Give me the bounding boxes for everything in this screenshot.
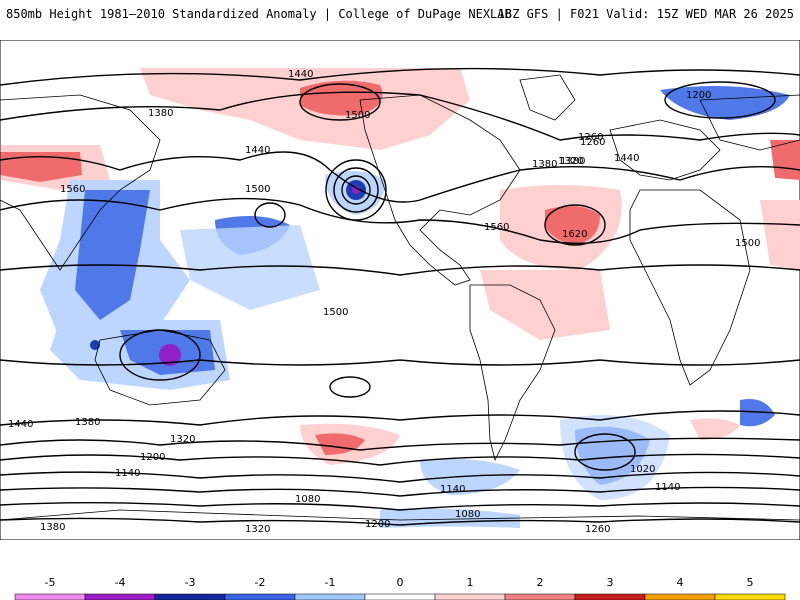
colorbar-swatch	[364, 593, 436, 600]
coastlines	[0, 74, 800, 521]
neg-low-west	[90, 340, 100, 350]
colorbar-swatch	[504, 593, 576, 600]
coast-south-america	[469, 284, 556, 462]
colorbar-swatch	[714, 593, 786, 600]
contour-label: 1320	[245, 524, 270, 535]
contour-label: 1080	[455, 509, 480, 520]
contour-label: 1560	[60, 184, 85, 195]
coast-africa	[629, 189, 751, 386]
contour-label: 1380	[75, 417, 100, 428]
pos-africa	[760, 200, 800, 270]
contour-label: 1500	[323, 307, 348, 318]
colorbar-swatch	[574, 593, 646, 600]
contour-label: 1560	[484, 222, 509, 233]
contour-label: 1380	[148, 108, 173, 119]
colorbar-swatches	[14, 593, 786, 600]
contour-label: 1020	[630, 464, 655, 475]
contour-label: 1440	[288, 69, 313, 80]
colorbar-swatch	[14, 593, 86, 600]
pos-arctic	[140, 68, 470, 150]
colorbar-swatch	[294, 593, 366, 600]
colorbar: -5 -4 -3 -2 -1 0 1 2 3 4 5	[14, 576, 786, 600]
colorbar-tick-label: 1	[467, 576, 474, 589]
neg-central-light	[180, 225, 320, 310]
neg-antarctic-band	[380, 508, 520, 528]
neg-australia-core	[159, 344, 181, 366]
colorbar-tick-label: 4	[677, 576, 684, 589]
contour-label: 1260	[580, 137, 605, 148]
contour-label: 1440	[614, 153, 639, 164]
pos-atlantic-core	[545, 206, 600, 245]
coast-antarctica	[0, 509, 800, 521]
positive-anomaly-areas	[0, 68, 800, 465]
pos-south-america	[480, 270, 610, 340]
coast-asia	[0, 94, 800, 271]
contour-label: 1140	[440, 484, 465, 495]
contour-label: 1380	[532, 159, 557, 170]
contour-label: 1200	[140, 452, 165, 463]
pos-far-east	[770, 140, 800, 180]
colorbar-swatch	[84, 593, 156, 600]
neg-gulf-of-alaska-center	[352, 186, 360, 194]
contour-label: 1260	[585, 524, 610, 535]
contour-label: 1140	[655, 482, 680, 493]
neg-southern-ring	[420, 458, 520, 495]
run-info: 18Z GFS | F021 Valid: 15Z WED MAR 26 202…	[497, 7, 794, 21]
contour-label: 1440	[245, 145, 270, 156]
neg-west-pacific-mid	[75, 190, 150, 320]
height-contours	[0, 67, 800, 526]
contour-label: 1620	[562, 229, 587, 240]
colorbar-swatch	[434, 593, 506, 600]
contour-label: 1380	[560, 156, 585, 167]
colorbar-swatch	[224, 593, 296, 600]
coast-australia	[94, 329, 226, 406]
contour-label: 1200	[686, 90, 711, 101]
colorbar-tick-label: 2	[537, 576, 544, 589]
pos-east-asia-core	[0, 152, 82, 182]
colorbar-tick-label: -1	[325, 576, 336, 589]
colorbar-tick-label: -5	[45, 576, 56, 589]
contour-label: 1140	[115, 468, 140, 479]
neg-north-atlantic	[660, 86, 790, 120]
coast-europe	[609, 119, 721, 181]
colorbar-ticks: -5 -4 -3 -2 -1 0 1 2 3 4 5	[45, 576, 754, 589]
colorbar-tick-label: 5	[747, 576, 754, 589]
pos-south-indian	[690, 418, 740, 440]
pos-arctic-core	[300, 80, 383, 116]
colorbar-tick-label: -4	[115, 576, 126, 589]
contour-labels: 1440 1380 1500 1560 1440 1500 1380 1260 …	[8, 69, 760, 535]
contour-label: 1320	[170, 434, 195, 445]
colorbar-swatch	[154, 593, 226, 600]
contour-label: 1260	[578, 132, 603, 143]
contour-label: 1320	[558, 156, 583, 167]
anomaly-map: 1440 1380 1500 1560 1440 1500 1380 1260 …	[0, 40, 800, 540]
header: 850mb Height 1981–2010 Standardized Anom…	[0, 0, 800, 30]
colorbar-tick-label: 0	[397, 576, 404, 589]
contour-label: 1500	[345, 110, 370, 121]
contour-label: 1200	[365, 519, 390, 530]
coast-greenland	[519, 74, 576, 121]
contour-label: 1500	[735, 238, 760, 249]
colorbar-swatch	[644, 593, 716, 600]
neg-south-indian-east	[740, 399, 775, 427]
map-title: 850mb Height 1981–2010 Standardized Anom…	[6, 7, 512, 21]
contour-label: 1380	[40, 522, 65, 533]
contour-label: 1440	[8, 419, 33, 430]
contour-label: 1080	[295, 494, 320, 505]
colorbar-tick-label: -2	[255, 576, 266, 589]
colorbar-tick-label: 3	[607, 576, 614, 589]
contour-label: 1500	[245, 184, 270, 195]
colorbar-tick-label: -3	[185, 576, 196, 589]
coast-north-america	[359, 94, 521, 286]
